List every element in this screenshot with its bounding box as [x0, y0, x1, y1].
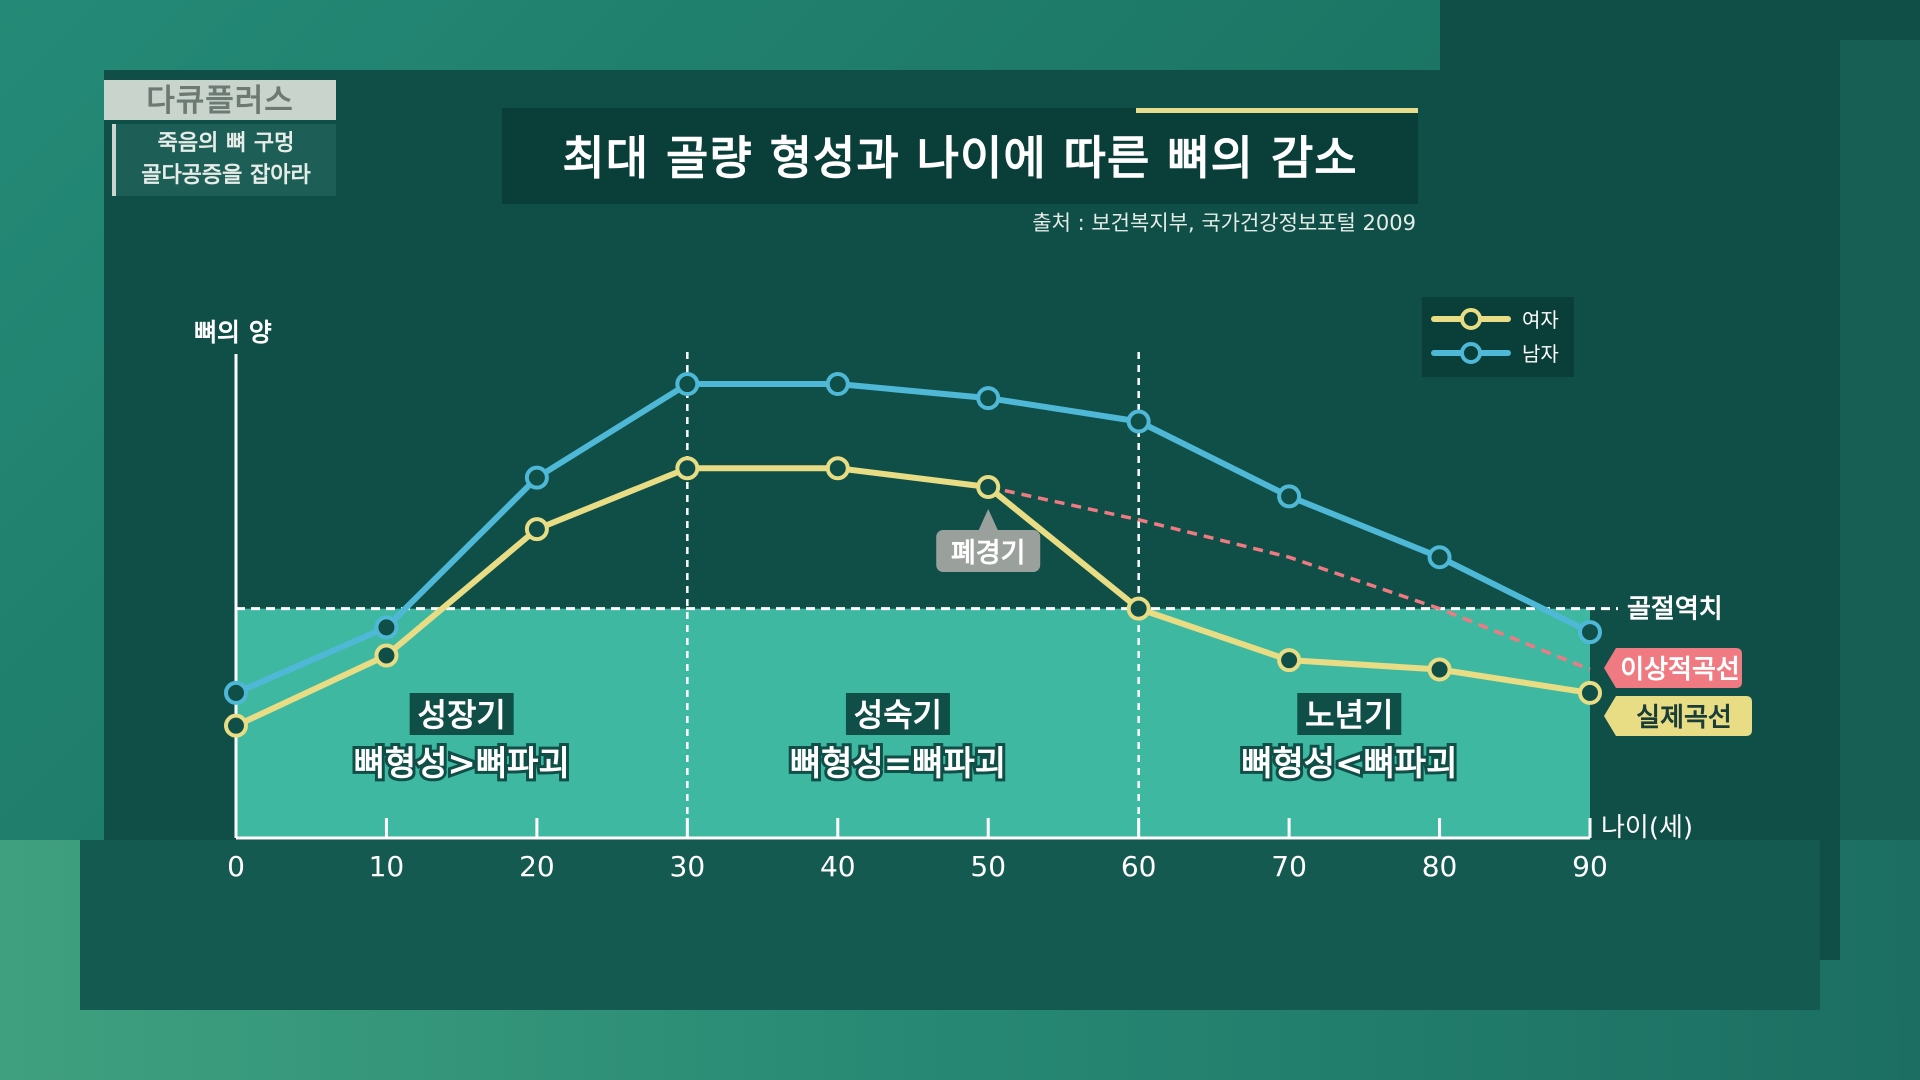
series-point: [1427, 657, 1452, 682]
y-axis-label: 뼈의 양: [194, 318, 272, 347]
title-accent-line: [1136, 108, 1418, 113]
x-tick-label: 30: [670, 850, 706, 883]
x-tick-label: 20: [519, 850, 555, 883]
series-line: [234, 381, 1592, 696]
series-point: [675, 372, 700, 397]
background-right-band: [1840, 40, 1920, 960]
series-point: [1578, 680, 1602, 705]
phase-name-bg: [845, 693, 950, 735]
bottom-band: [80, 840, 1820, 1010]
legend-box: [1422, 297, 1574, 377]
x-axis-label: 나이(세): [1601, 813, 1693, 843]
series-point: [1277, 484, 1302, 509]
ideal-curve-line: [987, 485, 1591, 672]
phase-name: 성숙기: [854, 696, 942, 734]
menopause-callout-bg: [936, 530, 1041, 572]
phase-relation: 뼈형성>뼈파괴: [354, 744, 570, 784]
phase-relation: 뼈형성<뼈파괴: [1241, 744, 1457, 784]
series-point: [1427, 545, 1452, 570]
x-tick-label: 60: [1121, 850, 1157, 883]
x-tick-label: 10: [369, 850, 405, 883]
legend-label: 여자: [1522, 308, 1559, 332]
series-point: [976, 386, 1001, 411]
x-tick-label: 90: [1572, 850, 1608, 883]
legend-swatch-marker: [1460, 342, 1482, 364]
series-point: [524, 517, 549, 542]
program-subtitle: 죽음의 뼈 구멍 골다공증을 잡아라: [112, 124, 336, 196]
program-badge: 다큐플러스 죽음의 뼈 구멍 골다공증을 잡아라: [104, 80, 336, 196]
ideal-curve-tag: [1604, 648, 1742, 688]
chart-source: 출처 : 보건복지부, 국가건강정보포털 2009: [1032, 211, 1416, 235]
series-point: [1578, 620, 1602, 645]
x-tick-label: 50: [970, 850, 1006, 883]
x-tick-label: 70: [1271, 850, 1307, 883]
series-point: [675, 456, 700, 481]
series-point: [224, 680, 248, 705]
phase-name: 성장기: [418, 696, 506, 734]
title-box: [502, 108, 1418, 204]
chart-title: 최대 골량 형성과 나이에 따른 뼈의 감소: [562, 131, 1358, 185]
menopause-label: 폐경기: [951, 538, 1026, 569]
program-subtitle-line1: 죽음의 뼈 구멍: [157, 131, 295, 156]
series-point: [976, 475, 1001, 499]
legend-swatch-marker: [1460, 308, 1482, 330]
series-point: [825, 456, 850, 481]
x-tick-label: 0: [227, 850, 245, 883]
ideal-curve-label: 이상적곡선: [1620, 655, 1740, 685]
series-point: [524, 465, 549, 490]
x-tick-label: 40: [820, 850, 856, 883]
program-subtitle-line2: 골다공증을 잡아라: [141, 163, 311, 188]
series-point: [1277, 648, 1302, 673]
phase-relation: 뼈형성=뼈파괴: [790, 744, 1006, 784]
phase-name: 노년기: [1305, 696, 1393, 734]
phase-name-bg: [409, 693, 514, 735]
phase-name-bg: [1297, 693, 1402, 735]
series-point: [374, 643, 399, 668]
x-tick-label: 80: [1422, 850, 1458, 883]
fracture-threshold-label: 골절역치: [1627, 595, 1723, 625]
series-point: [825, 372, 850, 397]
actual-curve-label: 실제곡선: [1636, 703, 1732, 733]
program-name: 다큐플러스: [104, 80, 336, 120]
series-point: [374, 615, 399, 640]
series-point: [224, 713, 248, 738]
menopause-callout-pointer: [978, 509, 999, 531]
series-point: [1126, 409, 1151, 434]
actual-curve-tag: [1604, 696, 1752, 736]
legend-label: 남자: [1522, 342, 1559, 366]
series-point: [1126, 596, 1151, 621]
series-line: [234, 465, 1591, 729]
